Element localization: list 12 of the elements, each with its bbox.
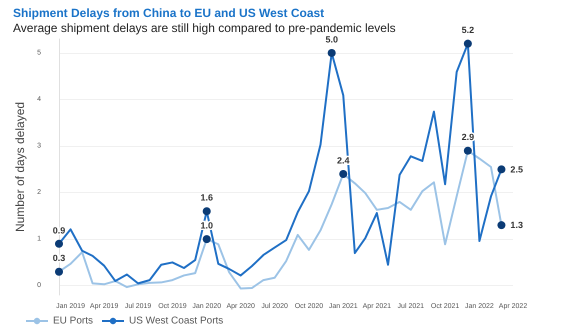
chart-subtitle: Average shipment delays are still high compared to pre-pandemic levels [13,21,396,35]
data-label: 0.3 [52,253,66,264]
data-label: 1.3 [510,220,523,230]
legend-label: EU Ports [53,316,94,326]
data-label: 1.6 [200,192,213,203]
chart-title: Shipment Delays from China to EU and US West Coast [13,6,324,20]
y-axis-title: Number of days delayed [13,102,28,232]
data-label: 5.2 [462,25,474,36]
data-label: 2.5 [510,164,523,174]
data-label: 0.9 [52,225,66,236]
data-label: 5.0 [325,34,338,44]
legend-label: US West Coast Ports [129,316,224,326]
